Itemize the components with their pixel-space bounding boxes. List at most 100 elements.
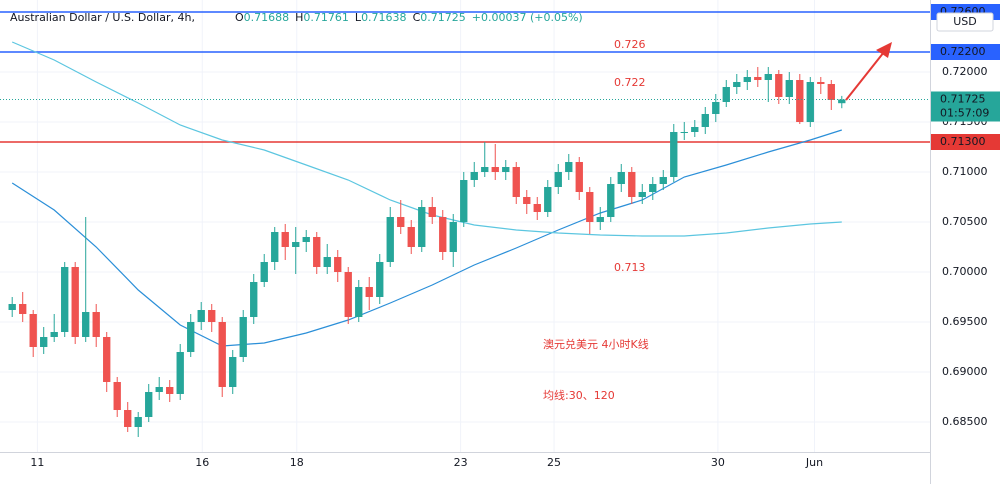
candle-body <box>806 82 814 122</box>
level-label-box <box>931 44 1000 60</box>
x-tick-label: 25 <box>547 456 561 469</box>
candle-body <box>113 382 121 410</box>
candle-body <box>92 312 100 337</box>
candle-body <box>50 332 58 337</box>
change: +0.00037 (+0.05%) <box>472 11 583 24</box>
ohlc-label: C <box>413 11 421 24</box>
candle-body <box>491 167 499 172</box>
candle-body <box>544 187 552 212</box>
candle-body <box>670 132 678 177</box>
candle-body <box>554 172 562 187</box>
candle-body <box>344 272 352 317</box>
candle-body <box>134 417 142 427</box>
candle-body <box>470 172 478 180</box>
candle-body <box>176 352 184 394</box>
candle-body <box>418 207 426 247</box>
candle-body <box>575 162 583 192</box>
level-label: 0.72200 <box>940 45 986 58</box>
candle-body <box>502 167 510 172</box>
candle-body <box>628 172 636 197</box>
candle-body <box>449 222 457 252</box>
annotation: 澳元兑美元 4小时K线 <box>543 337 649 351</box>
candle-body <box>29 314 37 347</box>
candle-body <box>533 204 541 212</box>
annotation: 0.726 <box>614 38 646 51</box>
candle-body <box>596 217 604 222</box>
last-price-label: 0.71725 <box>940 93 986 106</box>
level-label-box <box>931 134 1000 150</box>
candle-body <box>124 410 132 427</box>
candle-body <box>82 312 90 337</box>
candle-body <box>638 192 646 197</box>
ohlc-label: L <box>355 11 362 24</box>
candle-body <box>376 262 384 297</box>
candle-body <box>386 217 394 262</box>
ohlc-value: 0.71761 <box>303 11 349 24</box>
y-tick-label: 0.72000 <box>942 65 988 78</box>
candle-body <box>565 162 573 172</box>
candle-body <box>743 77 751 82</box>
candle-body <box>8 304 16 310</box>
y-tick-label: 0.71000 <box>942 165 988 178</box>
candle-body <box>355 287 363 317</box>
grid <box>0 0 930 452</box>
candle-body <box>827 84 835 100</box>
candle-body <box>187 322 195 352</box>
annotation: 均线:30、120 <box>543 388 615 402</box>
candle-body <box>397 217 405 227</box>
ohlc-label: H <box>295 11 303 24</box>
currency-box <box>936 12 994 32</box>
arrow <box>845 42 892 101</box>
y-tick-label: 0.69500 <box>942 315 988 328</box>
annotation: 0.722 <box>614 76 646 89</box>
ohlc-label: O <box>235 11 244 24</box>
candle-body <box>607 184 615 217</box>
candle-body <box>313 237 321 267</box>
candle-body <box>691 127 699 132</box>
candle-body <box>365 287 373 297</box>
candle-body <box>428 207 436 217</box>
candle-body <box>71 267 79 337</box>
plot <box>0 11 930 437</box>
candle-body <box>239 317 247 357</box>
candle-body <box>439 217 447 252</box>
candle-body <box>722 87 730 102</box>
arrow-shaft <box>845 51 885 101</box>
candle-body <box>208 310 216 322</box>
candle-body <box>19 304 27 314</box>
candle-body <box>659 177 667 184</box>
header: Australian Dollar / U.S. Dollar, 4h, O0.7… <box>10 11 583 24</box>
candle-body <box>166 387 174 394</box>
candle-body <box>775 74 783 97</box>
annotation: 0.713 <box>614 261 646 274</box>
candle-body <box>523 197 531 204</box>
last-price-box <box>931 91 1000 122</box>
candle-body <box>481 167 489 172</box>
candle-body <box>586 192 594 222</box>
candle-body <box>281 232 289 247</box>
candle-body <box>271 232 279 262</box>
ohlc-value: 0.71638 <box>361 11 407 24</box>
candle-body <box>817 82 825 84</box>
candle-body <box>145 392 153 417</box>
candle-body <box>785 80 793 97</box>
candle-body <box>250 282 258 317</box>
candle-body <box>155 387 163 392</box>
candle-body <box>302 237 310 242</box>
candle-body <box>61 267 69 332</box>
x-tick-label: 18 <box>290 456 304 469</box>
price-axis: 0.68500 0.69000 0.69500 0.70000 0.70500 0.710… <box>931 4 1000 428</box>
x-tick-label: 23 <box>454 456 468 469</box>
candle-body <box>229 357 237 387</box>
candle-body <box>260 262 268 282</box>
ohlc-value: 0.71688 <box>244 11 290 24</box>
candle-body <box>838 99 846 104</box>
candle-body <box>407 227 415 247</box>
candle-body <box>617 172 625 184</box>
candle-body <box>460 180 468 222</box>
candle-body <box>649 184 657 192</box>
candle-body <box>733 82 741 87</box>
candle-body <box>334 257 342 272</box>
currency: USD <box>953 15 977 28</box>
